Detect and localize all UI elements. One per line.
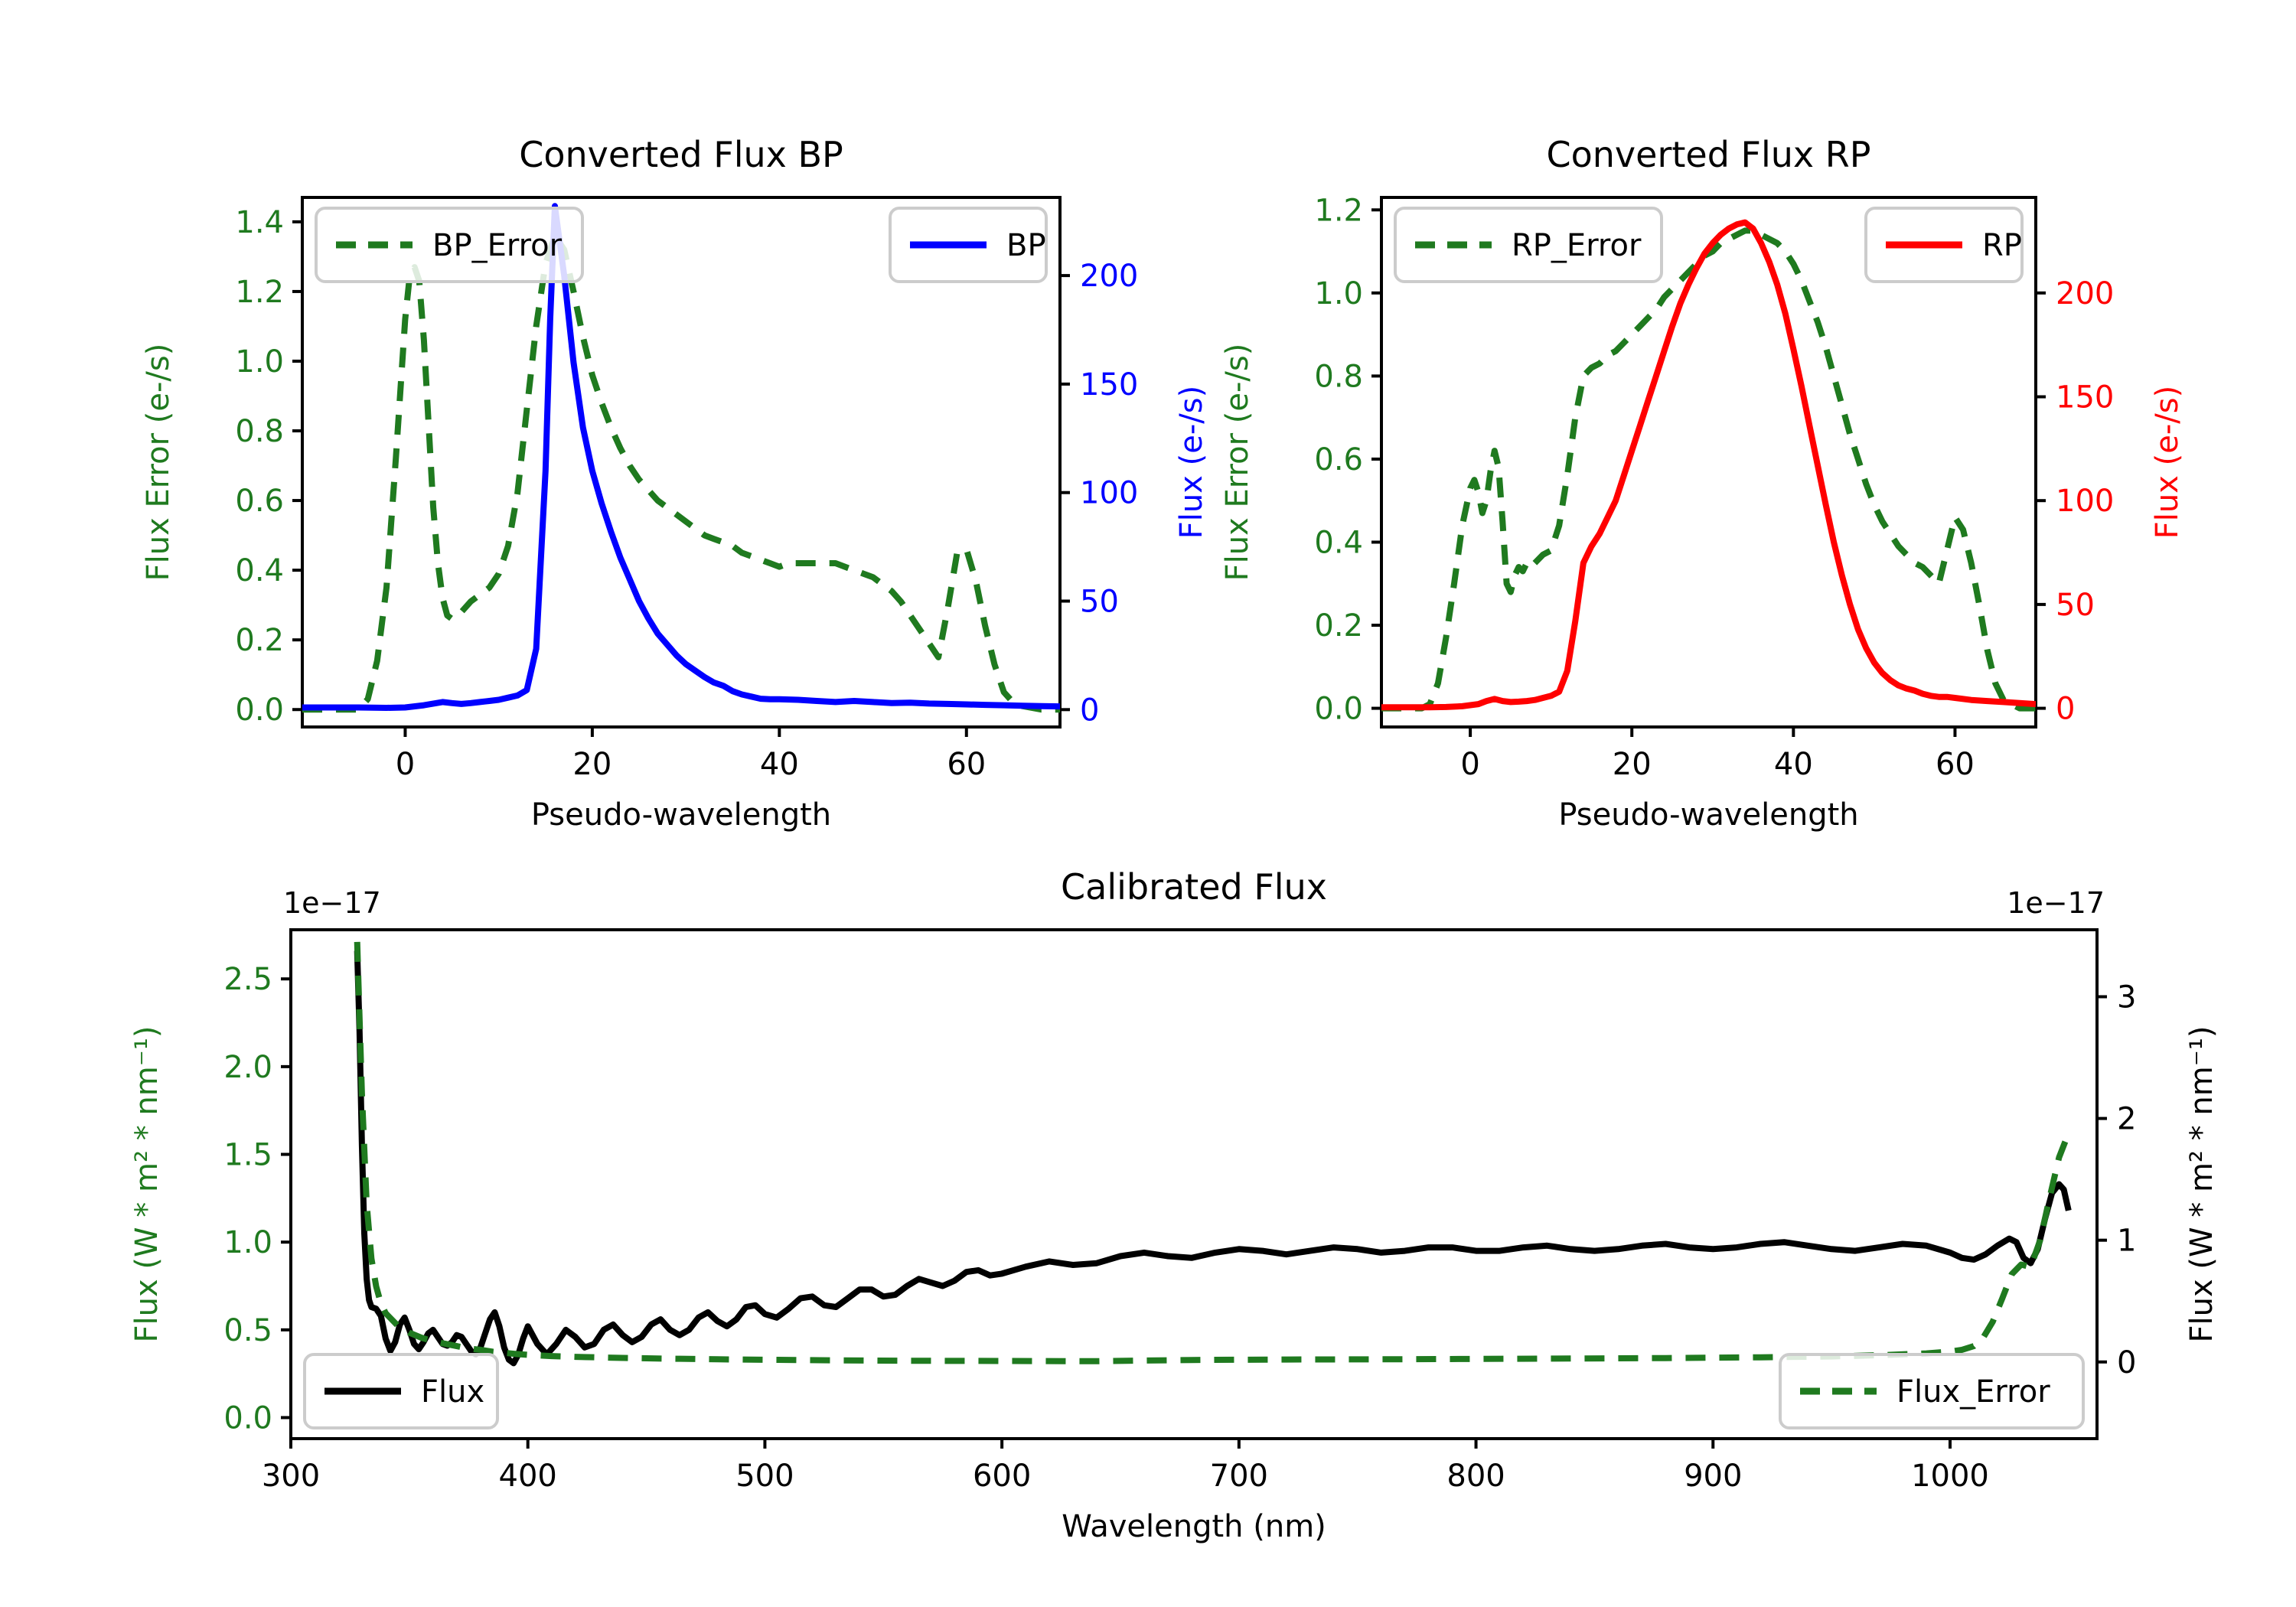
- left-y-tick-label: 0.0: [223, 1400, 272, 1436]
- right-y-axis-label: Flux (e-/s): [1174, 386, 1209, 539]
- left-axis-offset-text: 1e−17: [283, 886, 381, 920]
- x-tick-label: 600: [973, 1459, 1031, 1494]
- right-y-tick-label: 0: [2117, 1345, 2136, 1380]
- series-line-rp: [1381, 219, 2036, 711]
- x-tick-label: 1000: [1911, 1459, 1989, 1494]
- x-tick-label: 400: [499, 1459, 557, 1494]
- right-y-tick-label: 50: [1080, 585, 1119, 620]
- x-tick-label: 20: [1613, 747, 1652, 782]
- axes-frame: [1380, 196, 2037, 729]
- x-tick-label: 0: [1460, 747, 1479, 782]
- axes-frame: [301, 196, 1062, 729]
- legend-flux-label: BP: [1006, 228, 1046, 263]
- panel-converted-flux-rp: Converted Flux RP 0 20 40 60 Pseudo-wavelengt…: [1129, 98, 2265, 857]
- left-y-tick-label: 1.2: [1314, 193, 1363, 228]
- right-y-tick-label: 3: [2117, 980, 2136, 1015]
- series-line-bp_error: [302, 233, 1060, 713]
- left-y-tick-label: 0.8: [1314, 359, 1363, 394]
- left-y-tick-label: 0.2: [1314, 608, 1363, 644]
- panel-title: Calibrated Flux: [1061, 866, 1327, 908]
- left-y-axis-label: Flux Error (e-/s): [141, 344, 176, 582]
- right-y-axis-label: Flux (e-/s): [2150, 386, 2185, 539]
- legend-error-label: RP_Error: [1512, 228, 1642, 263]
- left-y-tick-label: 0.8: [235, 414, 284, 449]
- left-y-tick-label: 0.0: [1314, 692, 1363, 727]
- left-y-tick-label: 0.5: [223, 1313, 272, 1348]
- legend-flux-label: Flux: [421, 1374, 484, 1410]
- x-tick-label: 60: [1936, 747, 1975, 782]
- x-tick-label: 700: [1210, 1459, 1268, 1494]
- panel-calibrated-flux: Calibrated Flux 1e−17 1e−17 300 400 500 600 700…: [38, 830, 2296, 1569]
- right-y-tick-label: 50: [2056, 588, 2095, 623]
- right-y-tick-label: 0: [2056, 692, 2075, 727]
- left-y-tick-label: 0.6: [235, 484, 284, 519]
- left-y-tick-label: 2.5: [223, 962, 272, 997]
- right-y-tick-label: 200: [1080, 259, 1138, 294]
- x-tick-label: 900: [1684, 1459, 1742, 1494]
- left-y-tick-label: 1.4: [235, 205, 284, 240]
- left-y-axis-label: Flux (W * m² * nm⁻¹): [129, 1026, 165, 1343]
- right-y-tick-label: 150: [1080, 367, 1138, 403]
- legend-error-box: [315, 207, 584, 283]
- right-y-tick-label: 200: [2056, 276, 2114, 311]
- left-y-tick-label: 1.0: [1314, 276, 1363, 311]
- legend-error-label: BP_Error: [432, 228, 563, 263]
- x-tick-label: 20: [572, 747, 612, 782]
- panel-title: Converted Flux RP: [1547, 134, 1871, 175]
- right-y-tick-label: 2: [2117, 1102, 2136, 1137]
- legend-error-box: [1394, 207, 1663, 283]
- right-axis-offset-text: 1e−17: [2007, 886, 2105, 920]
- x-tick-label: 0: [396, 747, 415, 782]
- right-y-tick-label: 150: [2056, 380, 2114, 416]
- panel-converted-flux-bp: Converted Flux BP 0 20 40 60 Pseudo-wavelengt…: [50, 98, 1290, 857]
- left-y-tick-label: 0.0: [235, 693, 284, 728]
- x-axis-label: Pseudo-wavelength: [1558, 797, 1858, 833]
- left-y-tick-label: 0.6: [1314, 442, 1363, 478]
- right-y-tick-label: 0: [1080, 693, 1099, 728]
- legend-flux-label: RP: [1982, 228, 2022, 263]
- left-y-tick-label: 1.5: [223, 1138, 272, 1173]
- x-tick-label: 300: [262, 1459, 320, 1494]
- right-y-axis-label: Flux (W * m² * nm⁻¹): [2184, 1026, 2219, 1343]
- series-line-flux: [354, 950, 2072, 1367]
- x-tick-label: 800: [1446, 1459, 1505, 1494]
- left-y-tick-label: 1.0: [235, 344, 284, 380]
- series-line-flux_error: [354, 941, 2072, 1364]
- legend-error-box: [1779, 1353, 2085, 1429]
- left-y-tick-label: 0.4: [235, 553, 284, 588]
- x-tick-label: 40: [1774, 747, 1813, 782]
- left-y-tick-label: 1.2: [235, 275, 284, 310]
- legend-error-label: Flux_Error: [1896, 1374, 2050, 1410]
- series-line-bp: [302, 203, 1060, 711]
- series-line-rp_error: [1381, 227, 2036, 712]
- x-tick-label: 40: [760, 747, 799, 782]
- panel-title: Converted Flux BP: [519, 134, 843, 175]
- left-y-axis-label: Flux Error (e-/s): [1220, 344, 1255, 582]
- right-y-tick-label: 100: [2056, 484, 2114, 519]
- x-axis-label: Pseudo-wavelength: [531, 797, 831, 833]
- left-y-tick-label: 0.4: [1314, 525, 1363, 560]
- x-axis-label: Wavelength (nm): [1062, 1509, 1326, 1544]
- x-tick-label: 500: [735, 1459, 794, 1494]
- left-y-tick-label: 2.0: [223, 1050, 272, 1085]
- x-tick-label: 60: [947, 747, 986, 782]
- right-y-tick-label: 1: [2117, 1224, 2136, 1259]
- axes-frame: [289, 928, 2099, 1440]
- left-y-tick-label: 1.0: [223, 1225, 272, 1260]
- right-y-tick-label: 100: [1080, 476, 1138, 511]
- left-y-tick-label: 0.2: [235, 623, 284, 658]
